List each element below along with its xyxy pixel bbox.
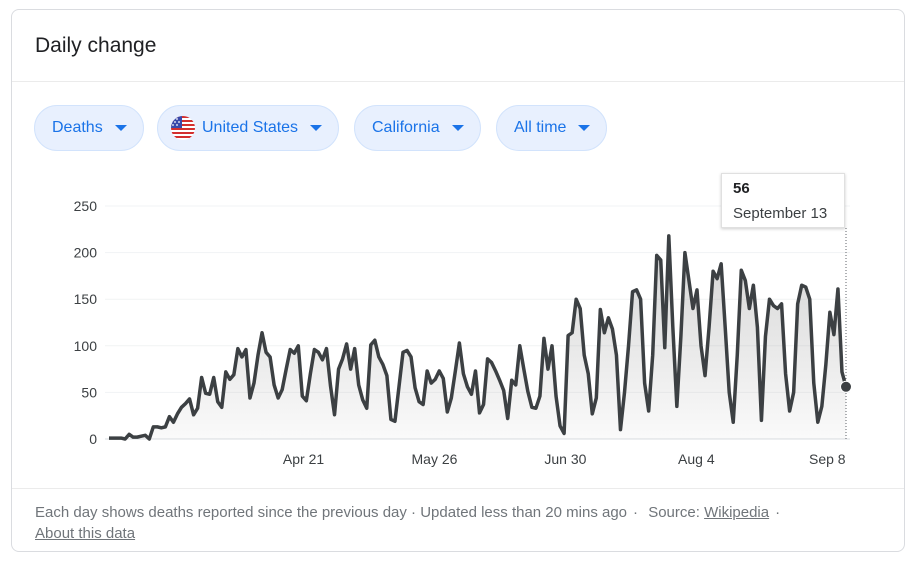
x-tick-label: May 26 [412, 451, 458, 467]
source-link[interactable]: Wikipedia [704, 504, 770, 521]
daily-change-chart[interactable]: 0 50 100 150 200 250 Apr 21 May 26 Jun 30 Aug 4 Se… [12, 10, 904, 480]
metric-dropdown-label: Deaths [52, 119, 103, 136]
y-tick-label: 250 [74, 198, 98, 214]
x-tick-label: Jun 30 [544, 451, 586, 467]
country-dropdown[interactable]: United States [157, 105, 340, 151]
footer-note: Each day shows deaths reported since the… [35, 504, 628, 521]
region-dropdown[interactable]: California [354, 105, 481, 151]
hover-point [840, 380, 852, 393]
tooltip-date: September 13 [733, 205, 828, 222]
chevron-down-icon [451, 125, 464, 131]
y-tick-label: 150 [74, 291, 98, 307]
series-line [109, 234, 848, 441]
x-tick-label: Sep 8 [809, 451, 846, 467]
country-dropdown-label: United States [202, 119, 299, 136]
about-data-link[interactable]: About this data [35, 525, 136, 542]
chevron-down-icon [114, 125, 127, 131]
daily-change-card: Daily change Deaths United States [11, 9, 905, 552]
period-dropdown-label: All time [514, 119, 567, 136]
y-tick-label: 50 [81, 384, 97, 400]
chart-footer: Each day shows deaths reported since the… [35, 504, 781, 542]
x-tick-label: Aug 4 [678, 451, 715, 467]
source-label: Source: [648, 504, 700, 521]
y-tick-label: 200 [74, 245, 98, 261]
chevron-down-icon [310, 125, 323, 131]
footer-divider [12, 488, 904, 489]
chevron-down-icon [578, 125, 591, 131]
metric-dropdown[interactable]: Deaths [34, 105, 144, 151]
us-flag-icon [171, 116, 195, 140]
y-tick-label: 0 [89, 431, 97, 447]
chart-tooltip: 56 September 13 [721, 173, 845, 228]
header-divider [12, 81, 904, 82]
region-dropdown-label: California [372, 119, 440, 136]
period-dropdown[interactable]: All time [496, 105, 608, 151]
tooltip-value: 56 [733, 180, 750, 197]
y-tick-label: 100 [74, 338, 98, 354]
card-title: Daily change [35, 34, 157, 57]
x-tick-label: Apr 21 [283, 451, 324, 467]
